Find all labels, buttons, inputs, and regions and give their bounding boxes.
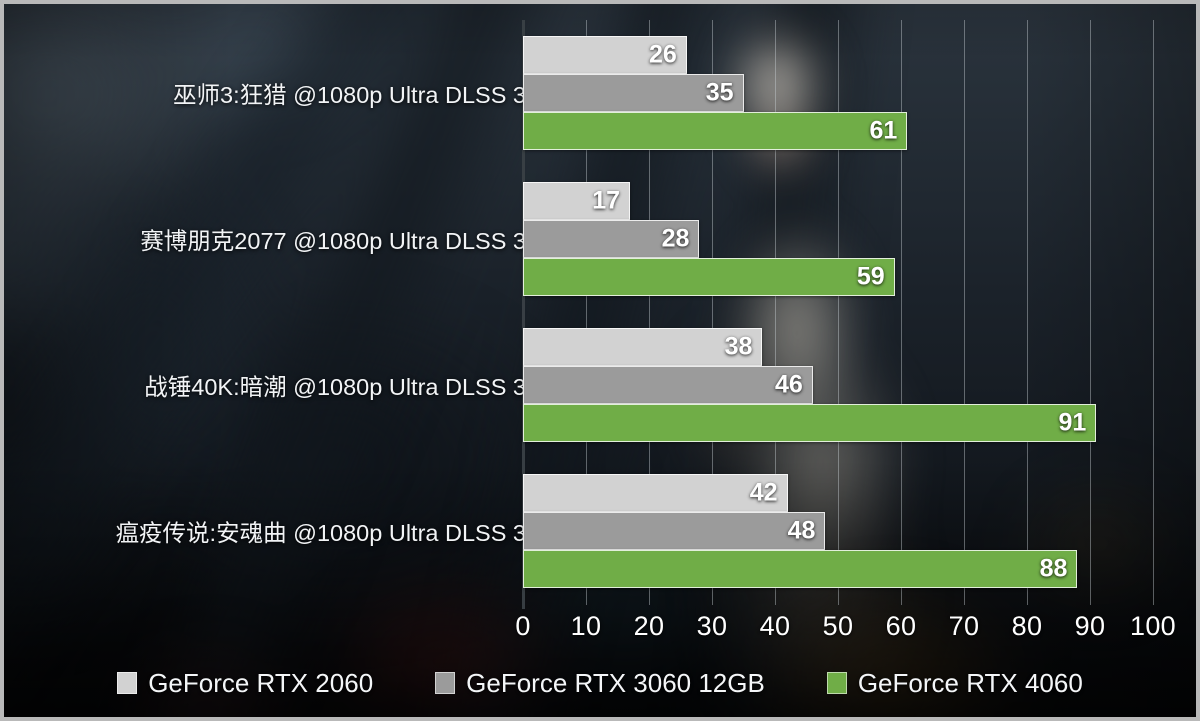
- x-axis-tick-label: 20: [633, 611, 665, 641]
- bar-1-group-3: 38: [523, 328, 763, 366]
- bar-value-label: 88: [1039, 554, 1068, 583]
- x-axis-tick-label: 40: [759, 611, 791, 641]
- x-axis-tick-label: 10: [570, 611, 602, 641]
- y-axis-line: [522, 20, 525, 609]
- gridline: [712, 20, 713, 605]
- chart-frame: 0 10 20 30 40 50 60 70 80 90 100 巫师3:狂猎 @1080p Ultr…: [4, 4, 1196, 717]
- category-label: 瘟疫传说:安魂曲 @1080p Ultra DLSS 3: [115, 520, 526, 546]
- bar-chart-plot-area: 0 10 20 30 40 50 60 70 80 90 100 巫师3:狂猎 @1080p Ultr…: [4, 4, 1196, 717]
- bar-3-group-3: 91: [523, 404, 1097, 442]
- legend-swatch-icon: [435, 672, 456, 694]
- x-axis-tick-label: 100: [1130, 611, 1176, 641]
- gridline: [649, 20, 650, 605]
- bar-2-group-4: 48: [523, 512, 826, 550]
- chart-legend: GeForce RTX 2060 GeForce RTX 3060 12GB GeF…: [4, 659, 1196, 707]
- bar-1-group-4: 42: [523, 474, 788, 512]
- bar-value-label: 91: [1058, 408, 1087, 437]
- category-label: 巫师3:狂猎 @1080p Ultra DLSS 3: [173, 82, 526, 108]
- bar-value-label: 59: [856, 262, 885, 291]
- x-axis-tick-label: 90: [1074, 611, 1106, 641]
- gridline: [1027, 20, 1028, 605]
- gridline: [964, 20, 965, 605]
- legend-item-1: GeForce RTX 2060: [117, 668, 373, 699]
- legend-label: GeForce RTX 4060: [857, 667, 1083, 698]
- bar-2-group-2: 28: [523, 220, 700, 258]
- bar-3-group-4: 88: [523, 550, 1078, 588]
- bar-value-label: 48: [787, 516, 816, 545]
- bar-value-label: 38: [724, 332, 753, 361]
- gridline: [775, 20, 776, 605]
- bar-3-group-2: 59: [523, 258, 895, 296]
- bar-2-group-1: 35: [523, 74, 744, 112]
- bar-value-label: 26: [648, 40, 677, 69]
- gridline: [1090, 20, 1091, 605]
- bar-value-label: 46: [774, 370, 803, 399]
- bar-1-group-2: 17: [523, 182, 631, 220]
- bar-value-label: 17: [592, 186, 621, 215]
- bar-value-label: 42: [749, 478, 778, 507]
- bar-3-group-1: 61: [523, 112, 908, 150]
- bar-2-group-3: 46: [523, 366, 813, 404]
- gridline: [838, 20, 839, 605]
- legend-swatch-icon: [826, 672, 847, 694]
- category-label: 战锤40K:暗潮 @1080p Ultra DLSS 3: [144, 374, 526, 400]
- category-label: 赛博朋克2077 @1080p Ultra DLSS 3: [140, 228, 526, 254]
- bar-1-group-1: 26: [523, 36, 687, 74]
- x-axis-tick-label: 60: [885, 611, 917, 641]
- bar-value-label: 28: [661, 224, 690, 253]
- gridline: [1153, 20, 1154, 605]
- bar-value-label: 61: [869, 116, 898, 145]
- x-axis-tick-label: 50: [822, 611, 854, 641]
- legend-label: GeForce RTX 2060: [148, 667, 374, 698]
- x-axis-tick-label: 30: [696, 611, 728, 641]
- x-axis-tick-label: 70: [948, 611, 980, 641]
- gridline: [901, 20, 902, 605]
- legend-item-3: GeForce RTX 4060: [826, 667, 1083, 699]
- legend-swatch-icon: [117, 672, 138, 694]
- gridline: [586, 20, 587, 605]
- x-axis-tick-label: 80: [1011, 611, 1043, 641]
- bar-value-label: 35: [705, 78, 734, 107]
- legend-item-2: GeForce RTX 3060 12GB: [435, 668, 765, 699]
- x-axis-tick-label: 0: [515, 611, 531, 641]
- legend-label: GeForce RTX 3060 12GB: [466, 667, 765, 698]
